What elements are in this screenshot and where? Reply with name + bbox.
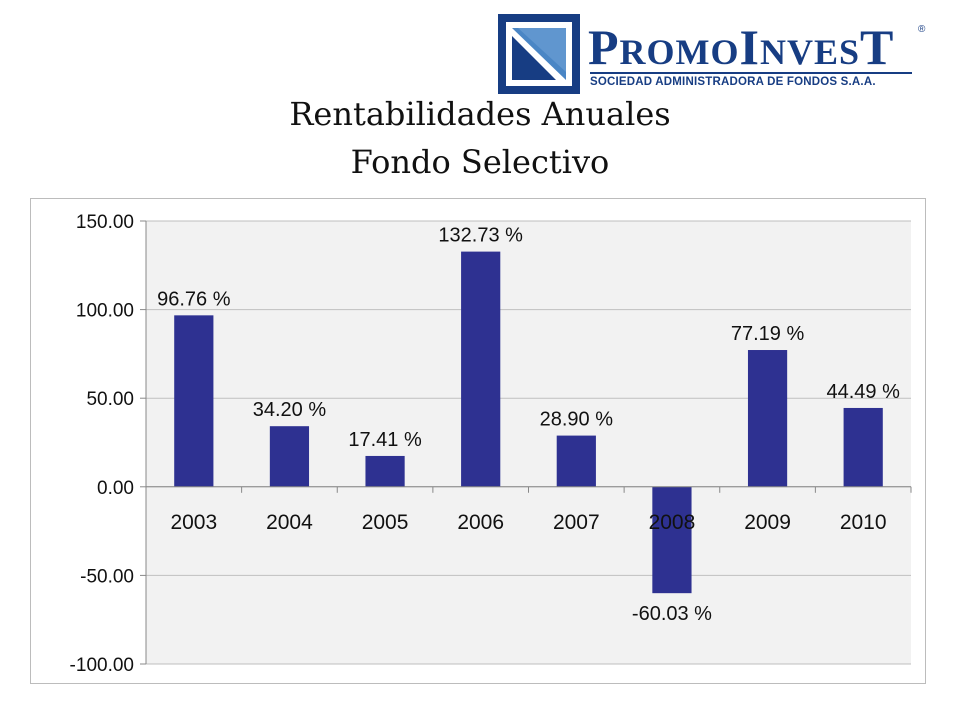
y-tick-label: 100.00 bbox=[76, 301, 134, 322]
y-tick-label: -50.00 bbox=[80, 566, 134, 587]
bar-chart: 150.00 100.00 50.00 0.00 -50.00 -100.00 2003 20… bbox=[70, 212, 912, 676]
data-label: 77.19 % bbox=[731, 323, 805, 345]
x-tick-label: 2009 bbox=[744, 511, 791, 534]
data-label: 17.41 % bbox=[348, 429, 422, 451]
registered-mark: ® bbox=[918, 24, 926, 35]
data-label: -60.03 % bbox=[632, 603, 712, 625]
data-label: 132.73 % bbox=[438, 225, 523, 247]
y-tick-label: 0.00 bbox=[97, 478, 134, 499]
logo-divider bbox=[590, 72, 912, 74]
chart-frame: 150.00 100.00 50.00 0.00 -50.00 -100.00 2003 20… bbox=[30, 198, 926, 684]
bar-2007 bbox=[556, 435, 596, 487]
logo-wordmark: PROMOINVEST bbox=[588, 19, 895, 75]
data-label: 44.49 % bbox=[826, 381, 900, 403]
bar-2005 bbox=[365, 455, 405, 487]
data-label: 96.76 % bbox=[157, 288, 231, 310]
x-tick-label: 2004 bbox=[266, 511, 313, 534]
bar-2010 bbox=[843, 407, 883, 487]
y-tick-label: -100.00 bbox=[70, 655, 134, 676]
x-tick-label: 2006 bbox=[457, 511, 504, 534]
y-tick-label: 150.00 bbox=[76, 212, 134, 233]
plot-area bbox=[146, 221, 911, 664]
data-label: 34.20 % bbox=[253, 399, 327, 421]
slide-title: Rentabilidades Anuales bbox=[289, 95, 671, 133]
y-tick-label: 50.00 bbox=[86, 389, 134, 410]
logo-mark-icon bbox=[498, 14, 580, 94]
data-label: 28.90 % bbox=[540, 409, 614, 431]
x-tick-label: 2005 bbox=[362, 511, 409, 534]
bar-2009 bbox=[747, 350, 788, 487]
bar-2006 bbox=[461, 251, 501, 487]
slide-subtitle: Fondo Selectivo bbox=[350, 143, 610, 181]
company-logo: PROMOINVEST ® SOCIEDAD ADMINISTRADORA DE… bbox=[498, 14, 938, 94]
bar-2004 bbox=[269, 426, 310, 487]
logo-subtitle: SOCIEDAD ADMINISTRADORA DE FONDOS S.A.A. bbox=[590, 76, 876, 88]
x-tick-label: 2008 bbox=[649, 511, 696, 534]
bar-2003 bbox=[174, 315, 214, 487]
x-tick-label: 2010 bbox=[840, 511, 887, 534]
x-tick-label: 2007 bbox=[553, 511, 600, 534]
x-tick-label: 2003 bbox=[170, 511, 217, 534]
bar-2008 bbox=[652, 486, 692, 594]
